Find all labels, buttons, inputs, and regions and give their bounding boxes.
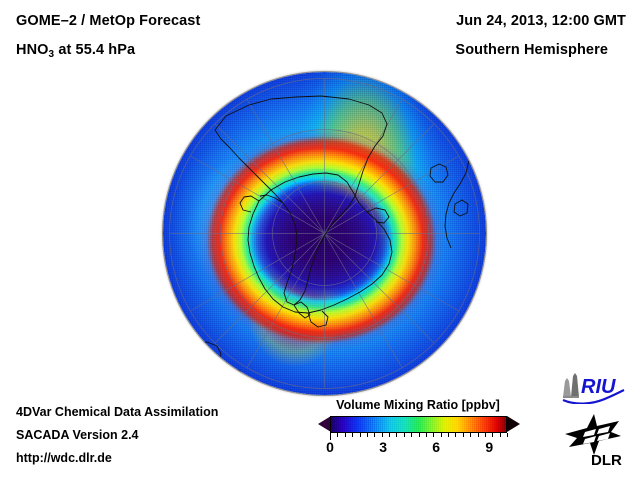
colorbar: Volume Mixing Ratio [ppbv] 0 3 6 9 [318,398,520,459]
colorbar-left-arrow-icon [318,416,331,432]
colorbar-minor-tick [462,433,464,437]
footer-line-3[interactable]: http://wdc.dlr.de [16,451,112,465]
colorbar-minor-tick [418,433,420,437]
footer-line-2: SACADA Version 2.4 [16,428,139,442]
colorbar-minor-tick [492,433,494,437]
colorbar-minor-tick [477,433,479,437]
title-species: HNO3 at 55.4 hPa [16,42,135,60]
coastlines [184,95,470,383]
graticule [169,78,480,389]
colorbar-minor-tick [484,433,486,437]
colorbar-minor-tick [389,433,390,437]
colorbar-minor-tick [344,433,346,437]
colorbar-minor-tick [352,433,354,437]
colorbar-minor-tick [396,433,398,437]
colorbar-minor-tick [411,433,413,437]
colorbar-minor-tick [381,433,383,437]
riu-logo: RIU [562,373,625,404]
colorbar-right-arrow-icon [507,416,520,432]
riu-logo-text: RIU [581,376,616,398]
colorbar-minor-tick [470,433,472,437]
colorbar-major-tick [330,433,331,440]
colorbar-tick-labels: 0 3 6 9 [318,439,518,459]
colorbar-tick-label: 6 [432,439,441,455]
colorbar-minor-tick [374,433,376,437]
colorbar-minor-tick [366,433,368,437]
colorbar-minor-tick [337,433,339,437]
dlr-logo: DLR [565,414,622,468]
colorbar-row [318,416,520,440]
dlr-mark-icon [565,414,621,455]
species-prefix: HNO [16,42,49,58]
colorbar-tick-label: 9 [485,439,494,455]
title-datetime: Jun 24, 2013, 12:00 GMT [456,13,626,29]
footer-line-1: 4DVar Chemical Data Assimilation [16,405,219,419]
species-suffix: at 55.4 hPa [54,42,136,58]
colorbar-minor-tick [440,433,442,437]
riu-wave-icon [562,389,625,404]
colorbar-minor-tick [425,433,427,437]
polar-map-globe [163,72,486,395]
dlr-logo-text: DLR [591,452,622,468]
colorbar-title: Volume Mixing Ratio [ppbv] [336,398,500,412]
colorbar-tick-label: 0 [326,439,334,455]
colorbar-tick-label: 3 [379,439,387,455]
colorbar-minor-tick [403,433,405,437]
riu-tower-icon [563,373,579,398]
colorbar-ticks [330,433,508,440]
title-region: Southern Hemisphere [455,42,608,58]
colorbar-minor-tick [499,433,501,437]
colorbar-minor-tick [455,433,457,437]
title-instrument: GOME–2 / MetOp Forecast [16,13,201,29]
colorbar-minor-tick [433,433,435,437]
colorbar-minor-tick [359,433,361,437]
map-vector-overlay [169,78,480,389]
colorbar-dither-texture [331,417,506,432]
species-subscript: 3 [48,49,55,60]
colorbar-minor-tick [507,433,508,437]
colorbar-gradient [330,416,507,433]
colorbar-minor-tick [448,433,449,437]
